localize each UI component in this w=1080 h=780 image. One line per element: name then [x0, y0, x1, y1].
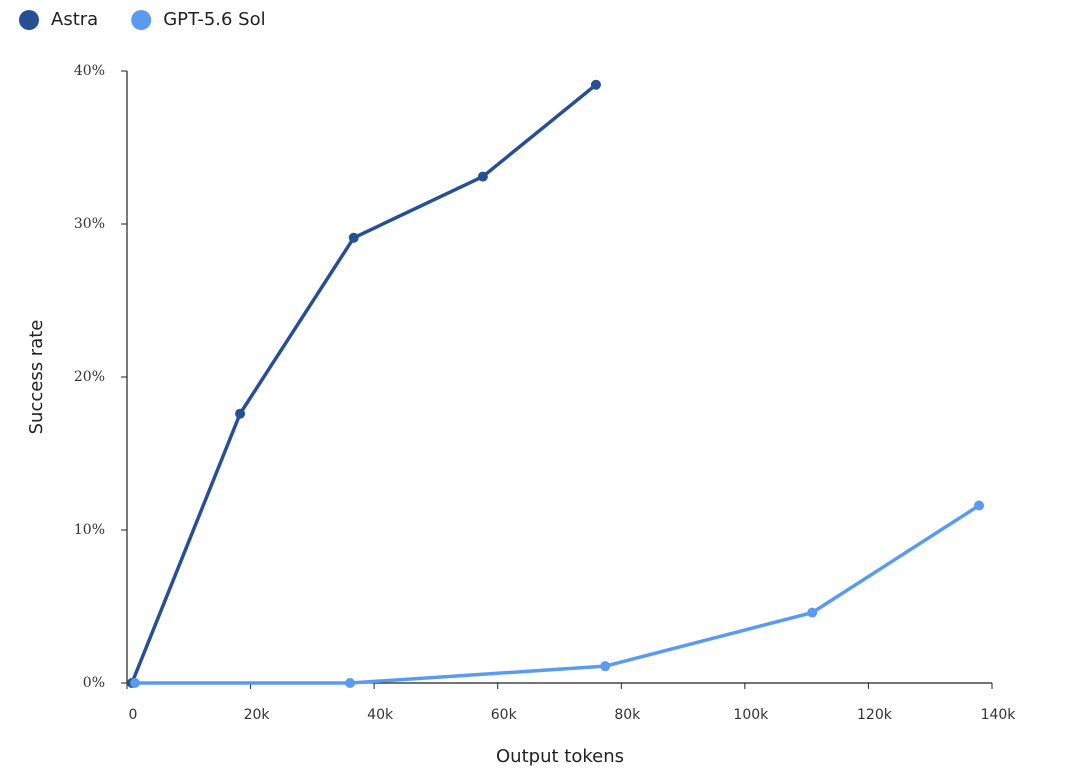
data-point	[130, 678, 141, 688]
data-point	[590, 79, 601, 90]
legend-marker	[19, 10, 39, 30]
x-tick-label: 140k	[981, 707, 1017, 723]
data-point	[477, 171, 488, 182]
legend-label: GPT-5.6 Sol	[163, 9, 265, 30]
data-point	[345, 678, 356, 688]
y-axis-label: Success rate	[26, 320, 47, 435]
data-point	[807, 607, 818, 618]
y-tick-label: 20%	[74, 369, 105, 385]
x-tick-label: 120k	[857, 707, 893, 723]
y-tick-label: 0%	[83, 675, 105, 691]
legend-label: Astra	[51, 9, 98, 30]
series-line	[135, 504, 980, 685]
y-tick-label: 10%	[74, 522, 105, 538]
x-tick-label: 60k	[491, 707, 518, 723]
x-tick-label: 0	[129, 707, 138, 723]
series-line	[130, 83, 598, 684]
x-tick-label: 40k	[367, 707, 394, 723]
y-tick-label: 40%	[74, 63, 105, 79]
x-axis-label: Output tokens	[496, 746, 624, 767]
data-point	[974, 500, 985, 511]
data-point	[348, 232, 359, 243]
x-tick-label: 100k	[733, 707, 769, 723]
x-tick-label: 80k	[614, 707, 641, 723]
data-point	[600, 661, 611, 672]
data-point	[235, 408, 246, 419]
y-tick-label: 30%	[74, 216, 105, 232]
x-tick-label: 20k	[244, 707, 271, 723]
legend-marker	[131, 10, 152, 30]
